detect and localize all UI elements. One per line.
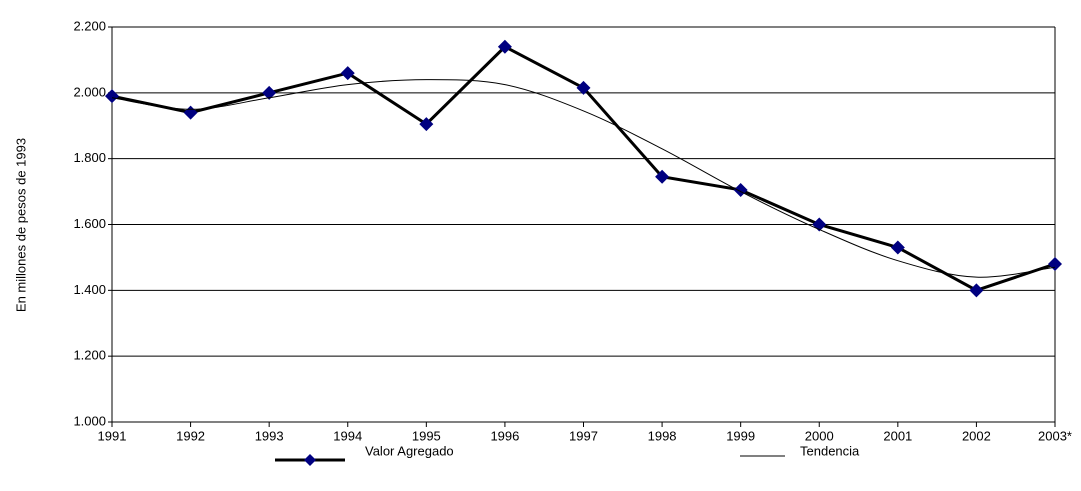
x-tick-label: 2000 — [805, 428, 834, 443]
y-tick-label: 1.800 — [73, 150, 106, 165]
x-tick-label: 1999 — [726, 428, 755, 443]
legend-marker — [304, 454, 316, 466]
marker — [1048, 257, 1062, 271]
x-tick-label: 2003* — [1038, 428, 1072, 443]
y-axis-label: En millones de pesos de 1993 — [13, 138, 28, 312]
marker — [576, 80, 591, 95]
marker — [183, 105, 198, 120]
x-tick-label: 1995 — [412, 428, 441, 443]
marker — [105, 89, 119, 104]
x-tick-label: 1991 — [98, 428, 127, 443]
marker — [262, 85, 277, 100]
legend-label: Tendencia — [800, 443, 860, 458]
y-tick-label: 1.600 — [73, 216, 106, 231]
x-tick-label: 2002 — [962, 428, 991, 443]
y-tick-label: 1.200 — [73, 348, 106, 363]
x-tick-label: 2001 — [883, 428, 912, 443]
legend-label: Valor Agregado — [365, 443, 454, 458]
x-tick-label: 1998 — [648, 428, 677, 443]
y-tick-label: 1.000 — [73, 413, 106, 428]
x-tick-label: 1996 — [490, 428, 519, 443]
series-line — [111, 79, 1056, 278]
y-tick-label: 2.000 — [73, 84, 106, 99]
marker — [340, 66, 355, 81]
marker — [497, 39, 512, 54]
x-tick-label: 1997 — [569, 428, 598, 443]
x-tick-label: 1993 — [255, 428, 284, 443]
marker — [969, 283, 984, 298]
y-tick-label: 1.400 — [73, 282, 106, 297]
x-tick-label: 1994 — [333, 428, 362, 443]
y-tick-label: 2.200 — [73, 18, 106, 33]
marker — [655, 169, 670, 184]
marker — [890, 240, 905, 255]
marker — [733, 182, 748, 197]
x-tick-label: 1992 — [176, 428, 205, 443]
marker — [419, 117, 434, 132]
